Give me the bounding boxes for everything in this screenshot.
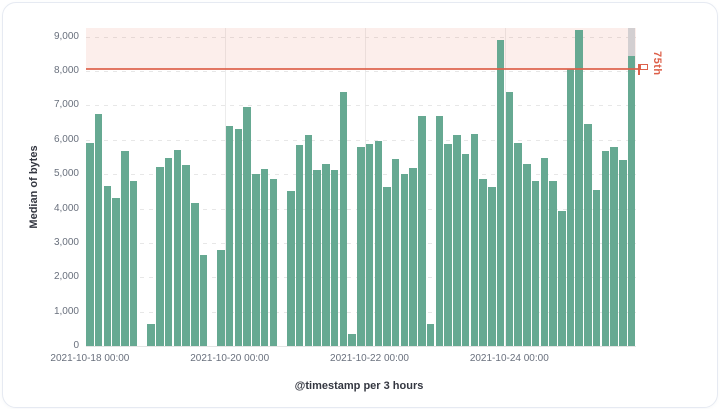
histogram-bar[interactable]	[383, 186, 391, 346]
y-axis-title: Median of bytes	[28, 145, 40, 229]
y-axis-tick-label: 4,000	[53, 202, 79, 214]
histogram-bar[interactable]	[269, 179, 278, 346]
histogram-bar[interactable]	[391, 159, 400, 346]
histogram-bar[interactable]	[313, 169, 321, 346]
histogram-bar[interactable]	[322, 164, 330, 346]
histogram-bar[interactable]	[147, 323, 155, 346]
y-gridline	[85, 36, 636, 38]
histogram-bar[interactable]	[199, 255, 208, 346]
x-gridline	[504, 28, 506, 346]
histogram-bar[interactable]	[365, 144, 374, 346]
histogram-bar[interactable]	[409, 168, 417, 346]
y-gridline	[85, 71, 636, 72]
y-axis-tick-label: 6,000	[53, 133, 79, 145]
x-gridline	[365, 28, 367, 346]
histogram-bar[interactable]	[619, 160, 627, 346]
histogram-bar[interactable]	[592, 189, 601, 346]
histogram-bar[interactable]	[339, 91, 347, 346]
y-axis-tick-label: 2,000	[53, 271, 79, 283]
histogram-bar[interactable]	[426, 324, 435, 346]
x-axis-tick-label: 2021-10-20 00:00	[190, 353, 270, 364]
histogram-bar[interactable]	[112, 198, 120, 346]
histogram-bar[interactable]	[566, 68, 575, 346]
bar-chart-plot-area[interactable]: 0 1,000 2,000 3,000 4,000 5,000 6,000 7,000 8,00…	[3, 3, 720, 409]
reference-line-label: 75th	[651, 51, 663, 76]
histogram-bar[interactable]	[418, 115, 426, 346]
histogram-bar[interactable]	[252, 174, 260, 346]
histogram-bar[interactable]	[94, 113, 103, 346]
histogram-bar[interactable]	[479, 178, 487, 346]
y-axis-tick-label: 9,000	[53, 30, 79, 42]
histogram-bar[interactable]	[191, 203, 199, 346]
x-axis-title: @timestamp per 3 hours	[294, 380, 424, 392]
y-axis-tick-label: 0	[73, 340, 79, 351]
histogram-bar[interactable]	[549, 181, 557, 346]
histogram-bar[interactable]	[234, 129, 243, 346]
flag-pole	[638, 64, 640, 76]
histogram-bar[interactable]	[86, 143, 94, 346]
histogram-bar[interactable]	[260, 169, 269, 346]
histogram-bar[interactable]	[584, 124, 592, 346]
histogram-bar[interactable]	[374, 140, 382, 346]
histogram-bar[interactable]	[488, 186, 496, 346]
histogram-bar[interactable]	[348, 334, 356, 346]
y-axis-tick-label: 1,000	[53, 305, 79, 317]
histogram-bar[interactable]	[610, 146, 618, 346]
y-axis-tick-label: 5,000	[53, 168, 79, 180]
histogram-bar[interactable]	[304, 134, 313, 346]
y-gridline	[85, 139, 636, 141]
histogram-bar[interactable]	[156, 167, 164, 346]
histogram-bar[interactable]	[470, 134, 479, 346]
partial-bucket-cap	[627, 28, 636, 56]
histogram-bar[interactable]	[129, 180, 138, 346]
y-gridline	[85, 105, 636, 107]
histogram-bar[interactable]	[182, 164, 190, 346]
reference-line-flag-icon	[638, 64, 649, 76]
histogram-bar[interactable]	[558, 210, 566, 346]
histogram-bar[interactable]	[103, 186, 112, 346]
reference-line	[85, 68, 638, 71]
histogram-bar[interactable]	[243, 107, 251, 346]
y-axis-tick-label: 7,000	[53, 99, 79, 111]
histogram-bar[interactable]	[287, 191, 295, 346]
threshold-region	[85, 28, 636, 70]
histogram-bar[interactable]	[173, 150, 181, 346]
histogram-bar[interactable]	[121, 151, 129, 346]
x-axis-line	[85, 346, 636, 347]
histogram-bar[interactable]	[357, 146, 365, 346]
histogram-bar[interactable]	[531, 181, 540, 346]
histogram-bar[interactable]	[540, 158, 548, 346]
histogram-bar[interactable]	[400, 174, 409, 346]
histogram-bar[interactable]	[461, 154, 470, 346]
x-axis-tick-label: 2021-10-18 00:00	[50, 353, 130, 364]
histogram-bar[interactable]	[225, 126, 234, 346]
x-gridline	[225, 28, 227, 346]
histogram-bar[interactable]	[453, 135, 461, 346]
histogram-bar[interactable]	[496, 40, 505, 346]
histogram-bar[interactable]	[164, 158, 173, 346]
histogram-bar[interactable]	[217, 250, 225, 346]
histogram-bar[interactable]	[627, 55, 636, 346]
histogram-bar[interactable]	[295, 144, 304, 346]
histogram-bar[interactable]	[444, 144, 452, 346]
y-axis-tick-label: 8,000	[53, 65, 79, 76]
histogram-bar[interactable]	[514, 143, 522, 346]
histogram-bar[interactable]	[505, 92, 513, 346]
histogram-bar[interactable]	[523, 163, 531, 346]
histogram-bar[interactable]	[435, 115, 444, 346]
y-axis-tick-label: 3,000	[53, 236, 79, 248]
x-axis-tick-label: 2021-10-24 00:00	[469, 353, 549, 364]
x-axis-tick-label: 2021-10-22 00:00	[330, 353, 409, 364]
flag-banner	[639, 64, 648, 71]
histogram-bar[interactable]	[330, 169, 339, 346]
histogram-bar[interactable]	[575, 29, 583, 346]
histogram-bar[interactable]	[601, 150, 610, 346]
